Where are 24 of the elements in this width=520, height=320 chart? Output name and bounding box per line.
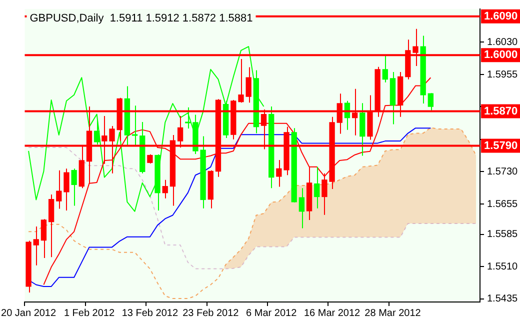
y-tick-label: 1.5655 <box>487 198 518 210</box>
x-tick-label: 13 Feb 2012 <box>122 308 178 319</box>
y-tick-label: 1.5955 <box>487 69 518 80</box>
y-tick-label: 1.5730 <box>487 166 518 178</box>
line-series <box>28 127 477 300</box>
x-tick-label: 1 Feb 2012 <box>64 308 115 319</box>
candlestick <box>185 106 191 130</box>
candlestick <box>132 105 138 147</box>
x-tick-label: 23 Feb 2012 <box>182 308 240 319</box>
x-tick-label: 16 Mar 2012 <box>304 308 361 319</box>
y-tick-label: 1.5510 <box>487 261 518 272</box>
x-tick-label: 28 Mar 2012 <box>364 308 422 319</box>
ref-line-label: 1.6090 <box>484 10 518 22</box>
ref-line-label: 1.5790 <box>484 140 518 152</box>
candlestick <box>64 168 70 212</box>
y-tick-label: 1.5585 <box>487 229 518 240</box>
chart-title: GBPUSD,Daily 1.5911 1.5912 1.5872 1.5881 <box>30 12 253 25</box>
ref-line-label: 1.5870 <box>484 105 518 118</box>
line-series <box>28 147 477 270</box>
x-tick-label: 6 Mar 2012 <box>246 308 298 319</box>
y-tick-label: 1.6030 <box>487 36 518 48</box>
y-tick-label: 1.5435 <box>487 294 518 305</box>
x-tick-label: 20 Jan 2012 <box>1 308 56 319</box>
ref-line-label: 1.6000 <box>484 49 518 62</box>
